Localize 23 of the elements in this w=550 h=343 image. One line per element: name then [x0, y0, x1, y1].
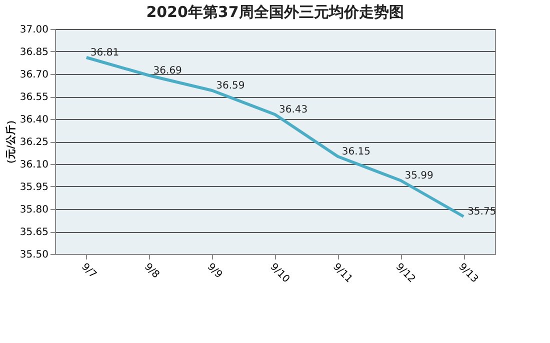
data-label: 36.43	[279, 104, 308, 116]
x-tick-label: 9/8	[142, 262, 162, 281]
y-tick-label: 35.95	[20, 182, 48, 193]
y-axis-title: （元/公斤）	[4, 115, 17, 169]
y-tick-label: 36.40	[20, 114, 48, 126]
y-tick-label: 36.10	[20, 160, 48, 170]
y-tick-label: 35.50	[20, 250, 48, 260]
data-label: 35.99	[404, 170, 434, 182]
y-tick-label: 37.00	[20, 24, 48, 36]
y-tick-label: 36.70	[20, 70, 48, 80]
y-tick-label: 35.80	[20, 204, 48, 216]
chart-title: 2020年第37周全国外三元均价走势图	[146, 3, 404, 21]
y-tick-label: 36.55	[20, 92, 48, 103]
x-tick-label: 9/9	[204, 262, 224, 281]
y-tick-label: 35.65	[20, 227, 48, 238]
data-label: 36.69	[153, 66, 182, 76]
data-label: 35.75	[468, 206, 496, 218]
data-label: 36.59	[216, 80, 245, 92]
x-tick-label: 9/7	[79, 262, 98, 281]
data-label: 36.15	[342, 146, 370, 158]
y-tick-label: 36.25	[20, 137, 48, 148]
line-series	[84, 56, 466, 218]
y-tick-label: 36.85	[20, 47, 48, 58]
